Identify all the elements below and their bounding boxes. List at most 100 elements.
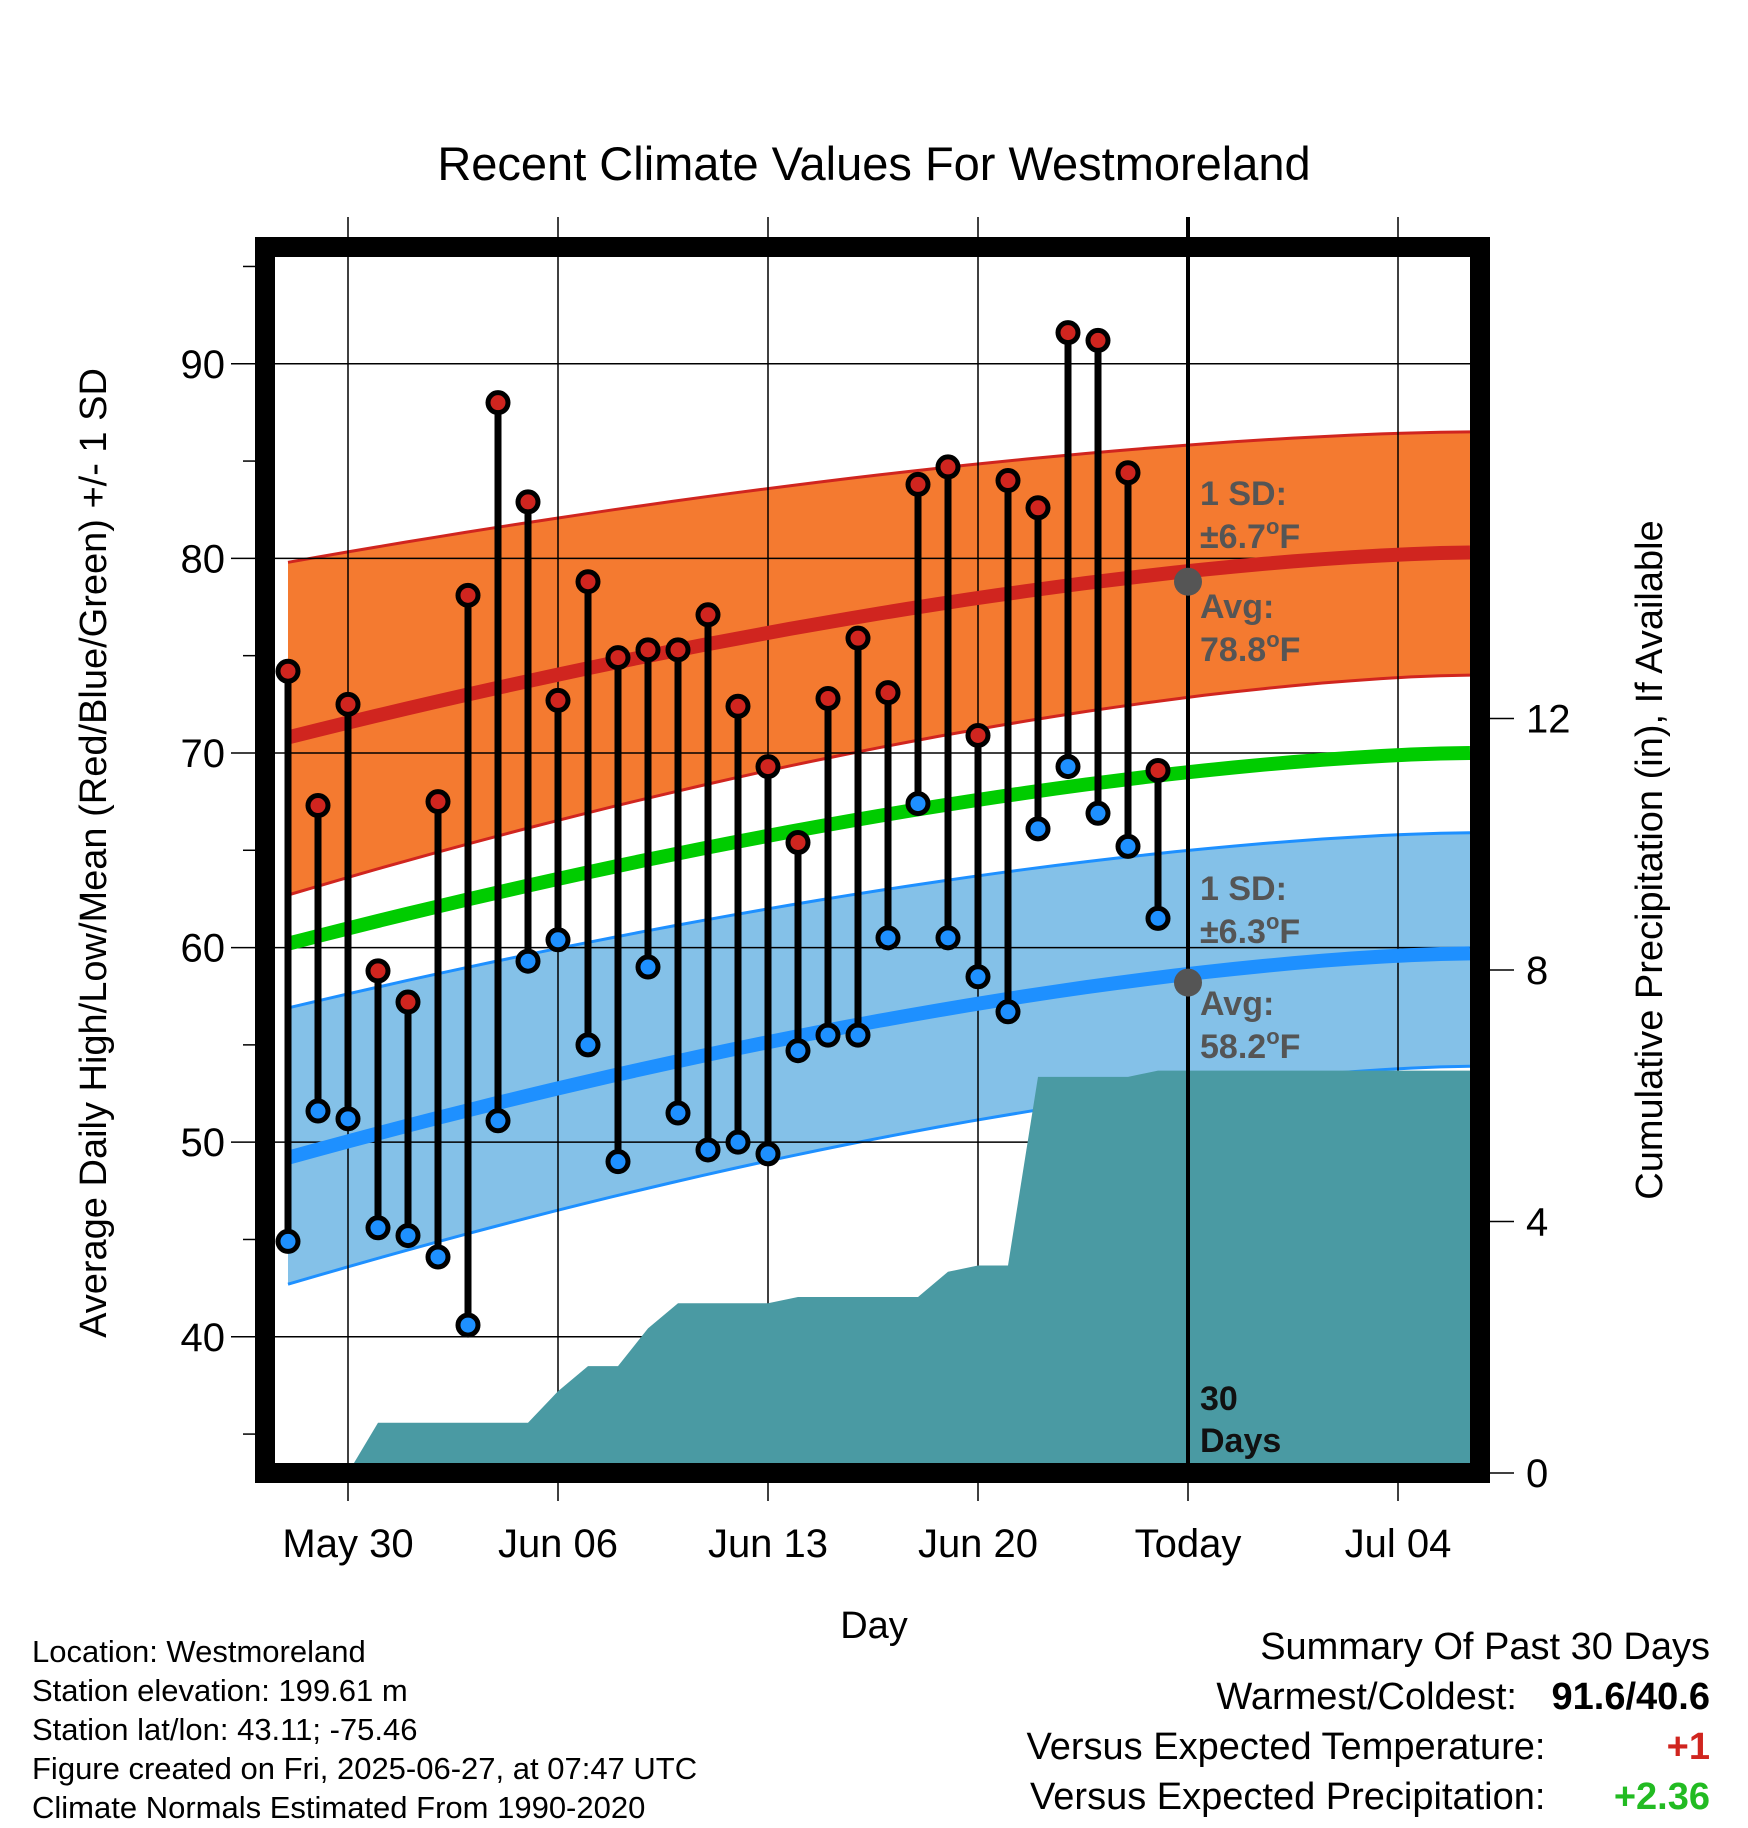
high-point bbox=[1025, 495, 1051, 521]
high-sd-label: 1 SD: bbox=[1200, 475, 1287, 513]
high-point bbox=[965, 722, 991, 748]
low-point bbox=[815, 1022, 841, 1048]
y2-axis-label: Cumulative Precipitation (in), If Availa… bbox=[1629, 520, 1671, 1199]
summary-temp-row: Versus Expected Temperature: +1 bbox=[1027, 1722, 1710, 1772]
low-point bbox=[605, 1149, 631, 1175]
low-point bbox=[785, 1038, 811, 1064]
x-tick-label: Jul 04 bbox=[1345, 1522, 1452, 1566]
normal-mean-line bbox=[286, 746, 1471, 951]
high-point bbox=[1115, 460, 1141, 486]
warmest-value: 91.6/40.6 bbox=[1551, 1676, 1710, 1718]
high-sd-value: ±6.7oF bbox=[1200, 514, 1300, 556]
temp-label: Versus Expected Temperature: bbox=[1026, 1726, 1546, 1768]
high-point bbox=[905, 471, 931, 497]
low-sd-upper-edge bbox=[287, 831, 1471, 1010]
low-point bbox=[1055, 754, 1081, 780]
y-tick-label: 60 bbox=[181, 927, 226, 971]
x-axis-label: Day bbox=[840, 1605, 908, 1647]
high-point bbox=[635, 637, 661, 663]
summary-warmest-row: Warmest/Coldest: 91.6/40.6 bbox=[1027, 1672, 1710, 1722]
high-point bbox=[605, 645, 631, 671]
normal-high-line bbox=[286, 545, 1471, 745]
high-point bbox=[395, 989, 421, 1015]
high-point bbox=[935, 454, 961, 480]
low-point bbox=[695, 1137, 721, 1163]
low-avg-label: Avg: bbox=[1200, 985, 1274, 1023]
low-sd-value: ±6.3oF bbox=[1200, 909, 1300, 951]
high-sd-band bbox=[288, 431, 1470, 895]
plot-frame bbox=[255, 237, 1490, 1483]
high-point bbox=[1085, 327, 1111, 353]
high-point bbox=[275, 658, 301, 684]
low-sd-band bbox=[288, 832, 1470, 1285]
high-point bbox=[575, 569, 601, 595]
low-point bbox=[575, 1032, 601, 1058]
summary-heading: Summary Of Past 30 Days bbox=[1260, 1626, 1710, 1668]
y-tick-label: 50 bbox=[181, 1121, 226, 1165]
summary-panel: Summary Of Past 30 Days Warmest/Coldest:… bbox=[1027, 1622, 1710, 1822]
created-text: Figure created on Fri, 2025-06-27, at 07… bbox=[32, 1751, 698, 1786]
normals-text: Climate Normals Estimated From 1990-2020 bbox=[32, 1790, 646, 1825]
low-point bbox=[545, 927, 571, 953]
low-point bbox=[665, 1100, 691, 1126]
elevation-text: Station elevation: 199.61 m bbox=[32, 1673, 408, 1708]
days-count-label: 30 bbox=[1200, 1380, 1238, 1418]
y-tick-label: 90 bbox=[181, 343, 226, 387]
precip-value: +2.36 bbox=[1613, 1776, 1710, 1818]
high-point bbox=[695, 602, 721, 628]
high-point bbox=[785, 829, 811, 855]
summary-precip-row: Versus Expected Precipitation: +2.36 bbox=[1027, 1772, 1710, 1822]
low-point bbox=[755, 1141, 781, 1167]
low-point bbox=[275, 1228, 301, 1254]
low-point bbox=[935, 925, 961, 951]
high-avg-label: Avg: bbox=[1200, 588, 1274, 626]
low-sd-label: 1 SD: bbox=[1200, 870, 1287, 908]
high-point bbox=[755, 754, 781, 780]
location-text: Location: Westmoreland bbox=[32, 1634, 366, 1669]
y-tick-label: 80 bbox=[181, 537, 226, 581]
high-point bbox=[725, 693, 751, 719]
x-tick-label: Jun 06 bbox=[498, 1522, 618, 1566]
low-point bbox=[455, 1312, 481, 1338]
y2-tick-label: 12 bbox=[1526, 698, 1571, 742]
low-point bbox=[875, 925, 901, 951]
low-point bbox=[395, 1223, 421, 1249]
high-point bbox=[335, 691, 361, 717]
today-low-avg-marker bbox=[1174, 968, 1202, 997]
high-point bbox=[665, 637, 691, 663]
low-point bbox=[485, 1108, 511, 1134]
precip-label: Versus Expected Precipitation: bbox=[1030, 1776, 1546, 1818]
y-axis-label: Average Daily High/Low/Mean (Red/Blue/Gr… bbox=[73, 368, 115, 1338]
low-point bbox=[1025, 816, 1051, 842]
high-point bbox=[485, 390, 511, 416]
high-point bbox=[455, 582, 481, 608]
high-point bbox=[995, 468, 1021, 494]
y2-tick-label: 8 bbox=[1526, 949, 1548, 993]
low-point bbox=[1085, 800, 1111, 826]
y-tick-label: 40 bbox=[181, 1316, 226, 1360]
high-point bbox=[365, 958, 391, 984]
station-info: Location: Westmoreland Station elevation… bbox=[32, 1632, 697, 1827]
low-point bbox=[425, 1244, 451, 1270]
temp-value: +1 bbox=[1666, 1726, 1710, 1768]
high-point bbox=[845, 625, 871, 651]
low-point bbox=[635, 954, 661, 980]
low-point bbox=[1115, 833, 1141, 859]
low-point bbox=[365, 1215, 391, 1241]
low-point bbox=[905, 791, 931, 817]
x-tick-label: Today bbox=[1135, 1522, 1242, 1566]
normal-low-line bbox=[286, 946, 1471, 1165]
low-point bbox=[305, 1098, 331, 1124]
x-tick-label: Jun 20 bbox=[918, 1522, 1038, 1566]
low-point bbox=[515, 948, 541, 974]
low-avg-value: 58.2oF bbox=[1200, 1024, 1300, 1066]
low-point bbox=[965, 964, 991, 990]
high-point bbox=[875, 680, 901, 706]
warmest-label: Warmest/Coldest: bbox=[1216, 1676, 1517, 1718]
high-point bbox=[1055, 320, 1081, 346]
y-tick-label: 70 bbox=[181, 732, 226, 776]
high-sd-upper-edge bbox=[287, 430, 1471, 564]
high-sd-lower-edge bbox=[287, 673, 1471, 897]
